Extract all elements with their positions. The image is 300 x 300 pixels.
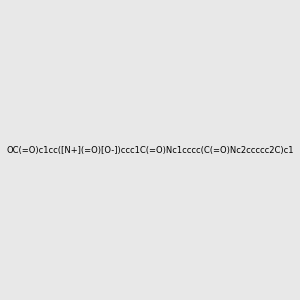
Text: OC(=O)c1cc([N+](=O)[O-])ccc1C(=O)Nc1cccc(C(=O)Nc2ccccc2C)c1: OC(=O)c1cc([N+](=O)[O-])ccc1C(=O)Nc1cccc… — [6, 146, 294, 154]
